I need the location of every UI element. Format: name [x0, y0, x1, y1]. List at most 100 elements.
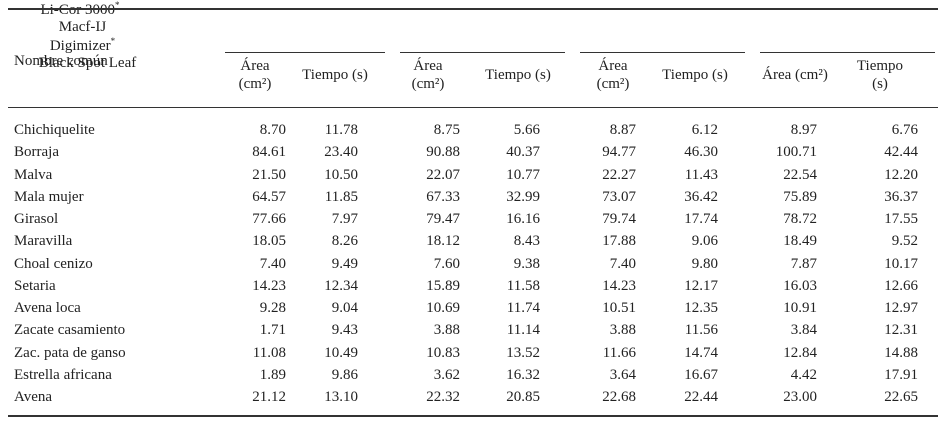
row-name: Borraja	[14, 144, 59, 161]
cell-value: 17.74	[684, 211, 718, 227]
column-header: Área (cm²)	[411, 58, 445, 92]
row-name: Zacate casamiento	[14, 322, 126, 339]
cell-value: 46.30	[684, 144, 718, 161]
group-rule	[225, 52, 385, 53]
cell-value: 14.88	[884, 344, 918, 361]
group-name: Digimizer	[49, 38, 111, 54]
cell-value: 79.74	[602, 211, 636, 227]
cell-value: 10.49	[324, 344, 358, 361]
cell-value: 10.69	[426, 300, 460, 316]
cell-value: 11.85	[324, 188, 358, 205]
cell-value: 79.47	[426, 211, 460, 227]
cell-value: 10.50	[324, 166, 358, 183]
cell-value: 14.23	[602, 277, 636, 294]
cell-value: 64.57	[252, 188, 286, 205]
cell-value: 11.43	[684, 166, 718, 183]
row-name: Avena loca	[14, 300, 81, 316]
cell-value: 7.40	[609, 255, 636, 272]
column-header: Área (cm²)	[596, 58, 630, 92]
row-label-header: Nombre común	[14, 53, 108, 69]
cell-value: 22.32	[426, 389, 460, 405]
cell-value: 10.51	[602, 300, 636, 316]
cell-value: 10.77	[506, 166, 540, 183]
cell-value: 67.33	[426, 188, 460, 205]
cell-value: 11.78	[324, 122, 358, 138]
cell-value: 3.64	[609, 366, 636, 383]
cell-value: 11.14	[506, 322, 540, 339]
column-header: Tiempo (s)	[485, 67, 551, 83]
group-rule	[760, 52, 935, 53]
row-name: Choal cenizo	[14, 255, 93, 272]
cell-value: 20.85	[506, 389, 540, 405]
cell-value: 3.88	[433, 322, 460, 339]
cell-value: 36.37	[884, 188, 918, 205]
cell-value: 12.84	[783, 344, 817, 361]
cell-value: 17.88	[602, 233, 636, 250]
cell-value: 8.97	[790, 122, 817, 138]
group-mark: *	[110, 36, 116, 46]
group-header: Macf-IJ	[0, 19, 165, 36]
cell-value: 90.88	[426, 144, 460, 161]
cell-value: 3.62	[433, 366, 460, 383]
cell-value: 11.08	[252, 344, 286, 361]
row-name: Setaria	[14, 277, 56, 294]
cell-value: 9.80	[691, 255, 718, 272]
cell-value: 14.74	[684, 344, 718, 361]
row-name: Maravilla	[14, 233, 73, 250]
cell-value: 22.44	[684, 389, 718, 405]
cell-value: 7.87	[790, 255, 817, 272]
column-header: Tiempo (s)	[856, 58, 904, 92]
cell-value: 18.05	[252, 233, 286, 250]
cell-value: 22.68	[602, 389, 636, 405]
cell-value: 73.07	[602, 188, 636, 205]
cell-value: 16.16	[506, 211, 540, 227]
cell-value: 11.58	[506, 277, 540, 294]
cell-value: 9.38	[513, 255, 540, 272]
cell-value: 7.60	[433, 255, 460, 272]
cell-value: 21.50	[252, 166, 286, 183]
top-rule	[8, 8, 938, 10]
row-name: Zac. pata de ganso	[14, 344, 126, 361]
cell-value: 36.42	[684, 188, 718, 205]
cell-value: 12.20	[884, 166, 918, 183]
cell-value: 11.66	[602, 344, 636, 361]
cell-value: 11.74	[506, 300, 540, 316]
cell-value: 8.87	[609, 122, 636, 138]
group-header: Black Spot Leaf	[0, 55, 175, 72]
row-name: Girasol	[14, 211, 59, 227]
cell-value: 8.75	[433, 122, 460, 138]
cell-value: 9.49	[331, 255, 358, 272]
cell-value: 13.10	[324, 389, 358, 405]
cell-value: 3.88	[609, 322, 636, 339]
cell-value: 84.61	[252, 144, 286, 161]
cell-value: 16.32	[506, 366, 540, 383]
cell-value: 94.77	[602, 144, 636, 161]
cell-value: 40.37	[506, 144, 540, 161]
cell-value: 22.54	[783, 166, 817, 183]
cell-value: 22.27	[602, 166, 636, 183]
cell-value: 16.03	[783, 277, 817, 294]
cell-value: 3.84	[790, 322, 817, 339]
group-header: Digimizer*	[0, 36, 165, 55]
cell-value: 9.86	[331, 366, 358, 383]
cell-value: 8.43	[513, 233, 540, 250]
group-rule	[400, 52, 565, 53]
row-name: Estrella africana	[14, 366, 112, 383]
cell-value: 10.83	[426, 344, 460, 361]
cell-value: 12.35	[684, 300, 718, 316]
cell-value: 32.99	[506, 188, 540, 205]
cell-value: 9.06	[691, 233, 718, 250]
cell-value: 9.43	[331, 322, 358, 339]
cell-value: 8.26	[331, 233, 358, 250]
cell-value: 11.56	[684, 322, 718, 339]
cell-value: 42.44	[884, 144, 918, 161]
cell-value: 22.65	[884, 389, 918, 405]
group-header: Li-Cor 3000*	[0, 0, 160, 19]
group-rule	[580, 52, 745, 53]
cell-value: 23.00	[783, 389, 817, 405]
cell-value: 9.52	[891, 233, 918, 250]
cell-value: 4.42	[790, 366, 817, 383]
cell-value: 6.12	[691, 122, 718, 138]
cell-value: 8.70	[259, 122, 286, 138]
cell-value: 9.04	[331, 300, 358, 316]
